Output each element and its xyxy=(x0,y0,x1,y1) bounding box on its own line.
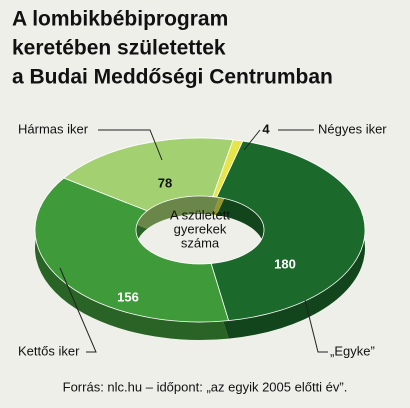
center-label: gyerekek xyxy=(174,221,227,236)
slice xyxy=(63,137,234,212)
donut xyxy=(34,137,366,340)
value-label: 156 xyxy=(117,289,139,304)
title-block: A lombikbébiprogram keretében születettek… xyxy=(12,8,333,89)
category-label: Hármas iker xyxy=(18,121,89,136)
title-line: a Budai Meddőségi Centrumban xyxy=(12,66,333,89)
value-label: 180 xyxy=(274,256,296,271)
leader-line xyxy=(304,299,328,353)
value-label: 78 xyxy=(158,175,172,190)
category-label: Kettős iker xyxy=(18,343,80,358)
leader-line xyxy=(98,129,163,161)
value-label: 4 xyxy=(262,121,270,136)
leader-line xyxy=(243,129,314,151)
source: Forrás: nlc.hu – időpont: „az egyik 2005… xyxy=(63,379,348,394)
slice xyxy=(212,139,244,198)
title-line: A lombikbébiprogram xyxy=(12,8,228,31)
category-label: Négyes iker xyxy=(318,121,387,136)
slice xyxy=(210,140,366,322)
center-label: száma xyxy=(181,235,220,250)
center-label: A született xyxy=(170,207,230,222)
title-line: keretében születettek xyxy=(12,37,226,60)
leader-line xyxy=(59,267,97,353)
slice xyxy=(34,177,230,323)
category-label: „Egyke” xyxy=(330,343,375,358)
